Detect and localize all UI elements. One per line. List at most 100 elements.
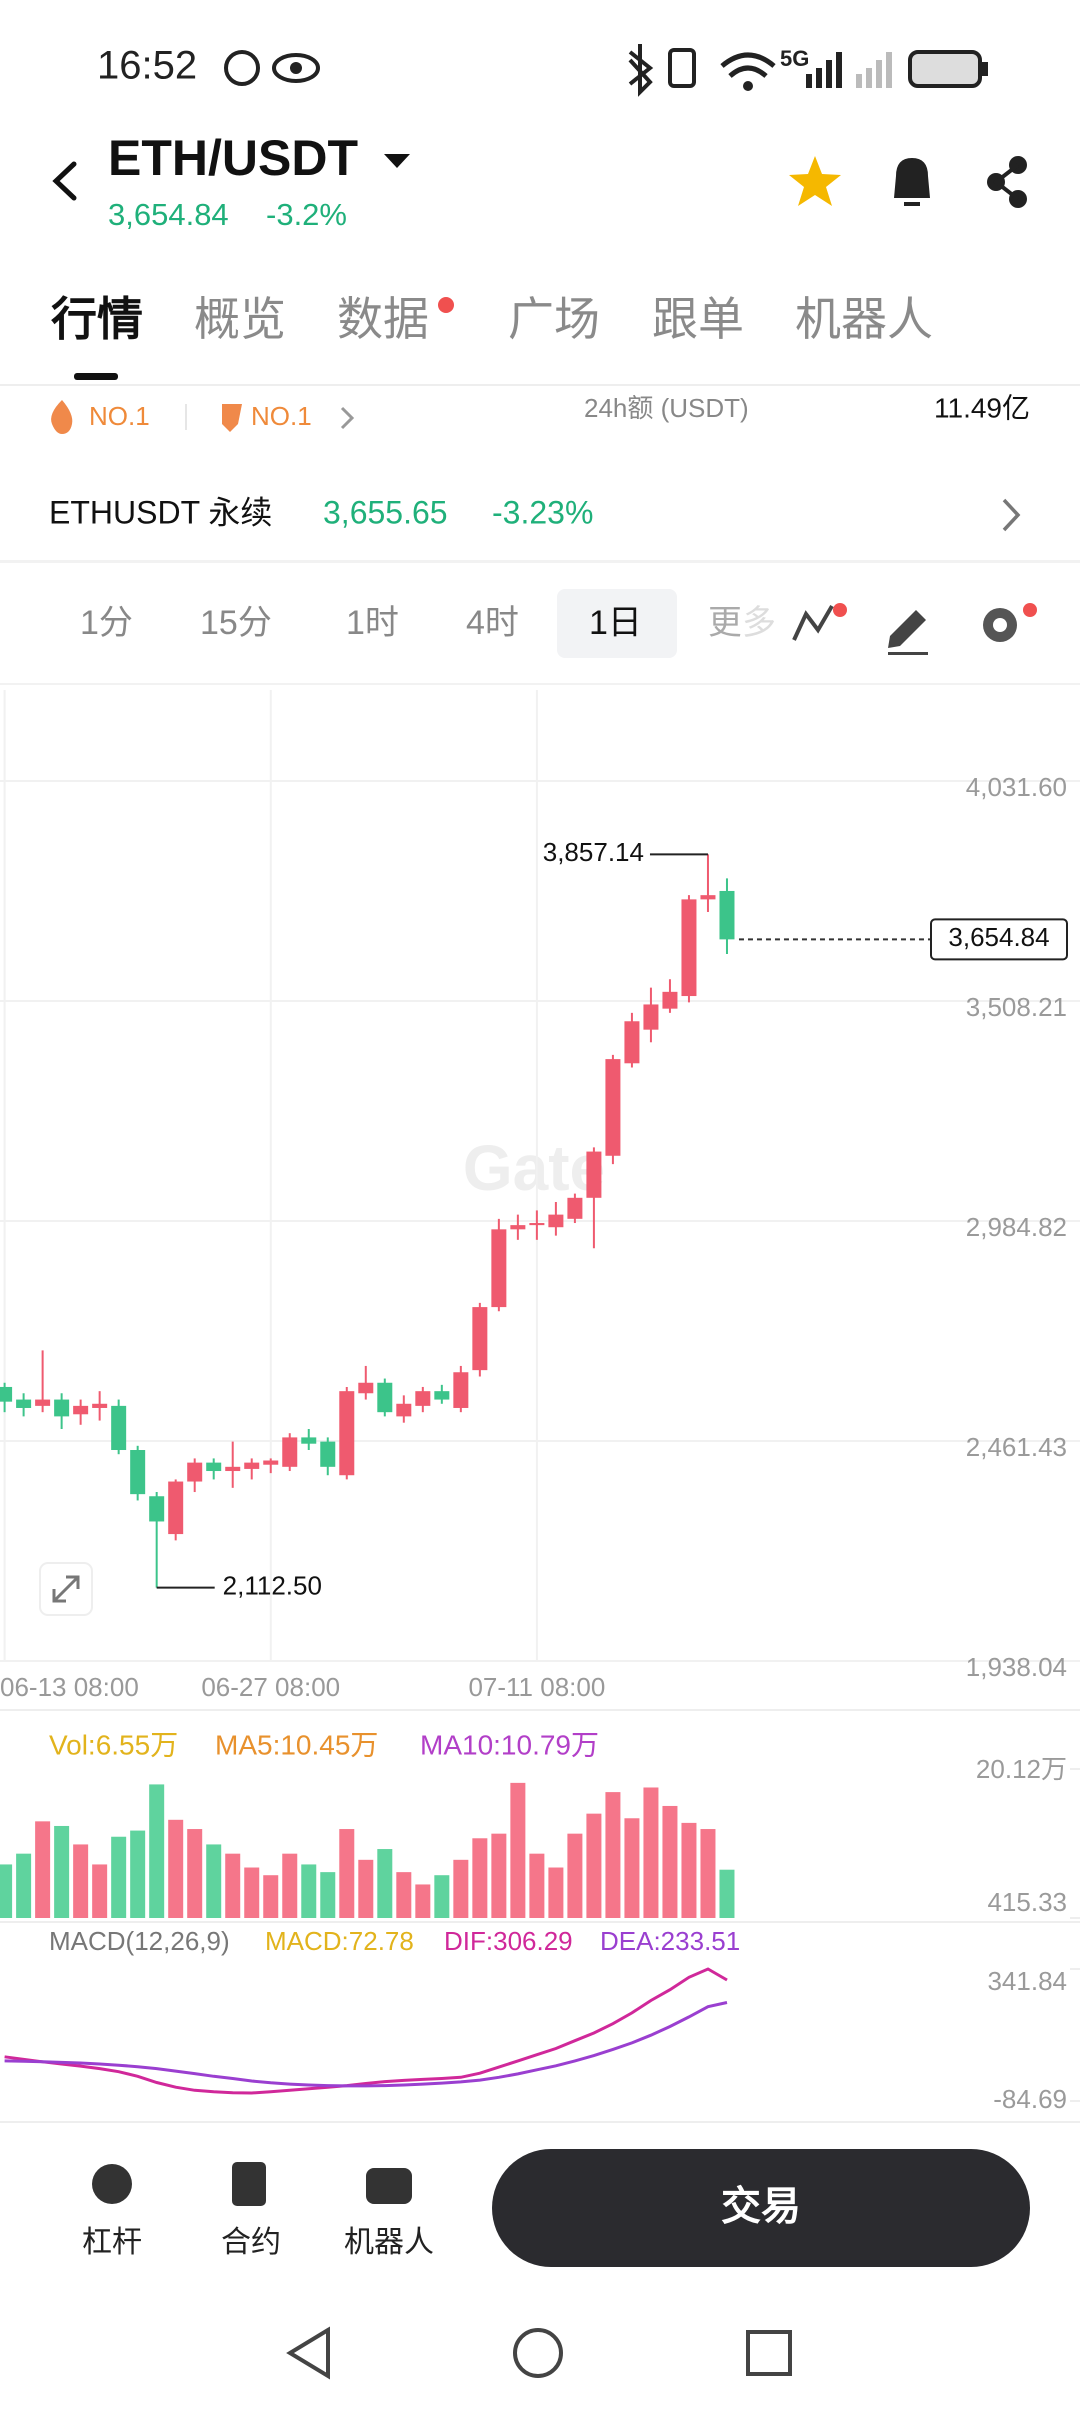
alert-button[interactable] [894, 158, 930, 206]
notice-dot [438, 297, 454, 313]
candle-body [54, 1399, 70, 1417]
wifi-icon [743, 81, 753, 91]
interval[interactable]: 4时 [466, 604, 519, 642]
battery-icon [908, 50, 982, 88]
candle-body [187, 1462, 203, 1482]
indicator-line [4, 1967, 728, 2095]
volume-bar [244, 1867, 260, 1918]
volume-bar [111, 1836, 127, 1918]
legend-entry: MACD:72.78 [265, 1926, 414, 1956]
nav-item[interactable]: 杠杆 [82, 2226, 142, 2259]
candle-body [111, 1405, 127, 1451]
candle-body [396, 1403, 412, 1417]
volume-bar [301, 1864, 317, 1918]
trade-button[interactable] [492, 2149, 1030, 2267]
candle-body [282, 1437, 298, 1467]
nav-icon[interactable] [366, 2168, 412, 2204]
tab[interactable]: 跟单 [652, 293, 744, 345]
low-label: 2,112.50 [223, 1571, 322, 1601]
candle-body [491, 1229, 507, 1308]
candle-body [320, 1441, 336, 1467]
pair-title[interactable]: ETH/USDT [108, 130, 358, 186]
tab[interactable]: 行情 [51, 293, 143, 345]
settings-button [993, 618, 1007, 632]
candle-body [434, 1391, 450, 1400]
nav-home[interactable] [513, 2328, 563, 2378]
candle-body [35, 1399, 51, 1406]
volume-bar [320, 1872, 336, 1918]
nav-item[interactable]: 合约 [221, 2226, 281, 2259]
nav-icon[interactable] [232, 2162, 266, 2206]
legend-entry: DEA:233.51 [600, 1926, 740, 1956]
network-label: 5G [780, 46, 809, 71]
volume-bar [605, 1792, 621, 1918]
candle-body [472, 1307, 488, 1371]
header-price: 3,654.84 [108, 197, 229, 232]
nav-icon[interactable] [92, 2164, 132, 2204]
candle-body [168, 1481, 184, 1535]
bluetooth-icon [628, 44, 654, 97]
nav-recent[interactable] [746, 2330, 792, 2376]
back-button[interactable] [52, 161, 77, 201]
watermark: Gate [463, 1132, 605, 1204]
volume-bar [719, 1869, 735, 1918]
expand-button[interactable] [52, 1575, 80, 1603]
tab[interactable]: 数据 [337, 293, 429, 345]
header-change: -3.2% [266, 197, 347, 232]
candle-body [377, 1382, 393, 1413]
interval-selected [557, 589, 677, 658]
candle-body [263, 1460, 279, 1465]
rank-badge[interactable]: NO.1 [89, 401, 150, 431]
candle-body [92, 1403, 108, 1408]
indicator-button[interactable] [792, 604, 834, 641]
legend-entry: MA5:10.45万 [215, 1729, 378, 1760]
candle-body [73, 1405, 89, 1415]
y-tick-label: 341.84 [987, 1966, 1067, 1996]
candle-body [529, 1223, 545, 1226]
tab[interactable]: 概览 [194, 293, 286, 345]
status-icon [290, 62, 302, 74]
nav-back[interactable] [286, 2326, 330, 2380]
volume-bar [700, 1829, 716, 1918]
tab-indicator [74, 373, 118, 380]
candle-body [662, 991, 678, 1009]
chevron[interactable] [1002, 498, 1021, 532]
legend-entry: MA10:10.79万 [420, 1729, 599, 1760]
volume-bar [35, 1821, 51, 1918]
favorite-button[interactable] [789, 156, 841, 206]
battery-icon [982, 62, 988, 76]
signal-icon [856, 52, 892, 88]
y-tick-label: 4,031.60 [966, 772, 1067, 802]
volume-bar [491, 1833, 507, 1918]
volume-bar [0, 1864, 13, 1918]
volume-bar [510, 1782, 526, 1918]
candle-body [244, 1462, 260, 1469]
interval[interactable]: 15分 [200, 604, 272, 642]
volume-value: 11.49亿 [934, 392, 1030, 423]
pair-dropdown[interactable] [384, 154, 410, 168]
x-tick-label: 06-27 08:00 [201, 1672, 340, 1702]
candle-body [586, 1151, 602, 1198]
volume-bar [282, 1853, 298, 1918]
interval[interactable]: 1时 [346, 604, 399, 642]
candle-body [149, 1496, 165, 1522]
share-button[interactable] [992, 163, 1020, 201]
interval[interactable]: 1分 [80, 604, 133, 642]
candle-body [681, 899, 697, 997]
rank-badge[interactable]: NO.1 [251, 401, 312, 431]
draw-button[interactable] [888, 610, 928, 655]
y-tick-label: 3,508.21 [966, 992, 1067, 1022]
notice-dot [1023, 603, 1037, 617]
x-tick-label: 06-13 08:00 [0, 1672, 139, 1702]
interval[interactable]: 1日 [589, 604, 642, 642]
y-tick-label: 20.12万 [976, 1754, 1067, 1784]
tab[interactable]: 广场 [508, 293, 600, 345]
high-label: 3,857.14 [543, 837, 644, 867]
last-price-label: 3,654.84 [948, 922, 1049, 952]
nav-item[interactable]: 机器人 [344, 2226, 434, 2259]
volume-bar [548, 1867, 564, 1918]
trade-button-label[interactable]: 交易 [721, 2185, 801, 2229]
tab[interactable]: 机器人 [795, 293, 933, 345]
perpetual-name[interactable]: ETHUSDT 永续 [49, 494, 272, 530]
candle-body [415, 1391, 431, 1406]
